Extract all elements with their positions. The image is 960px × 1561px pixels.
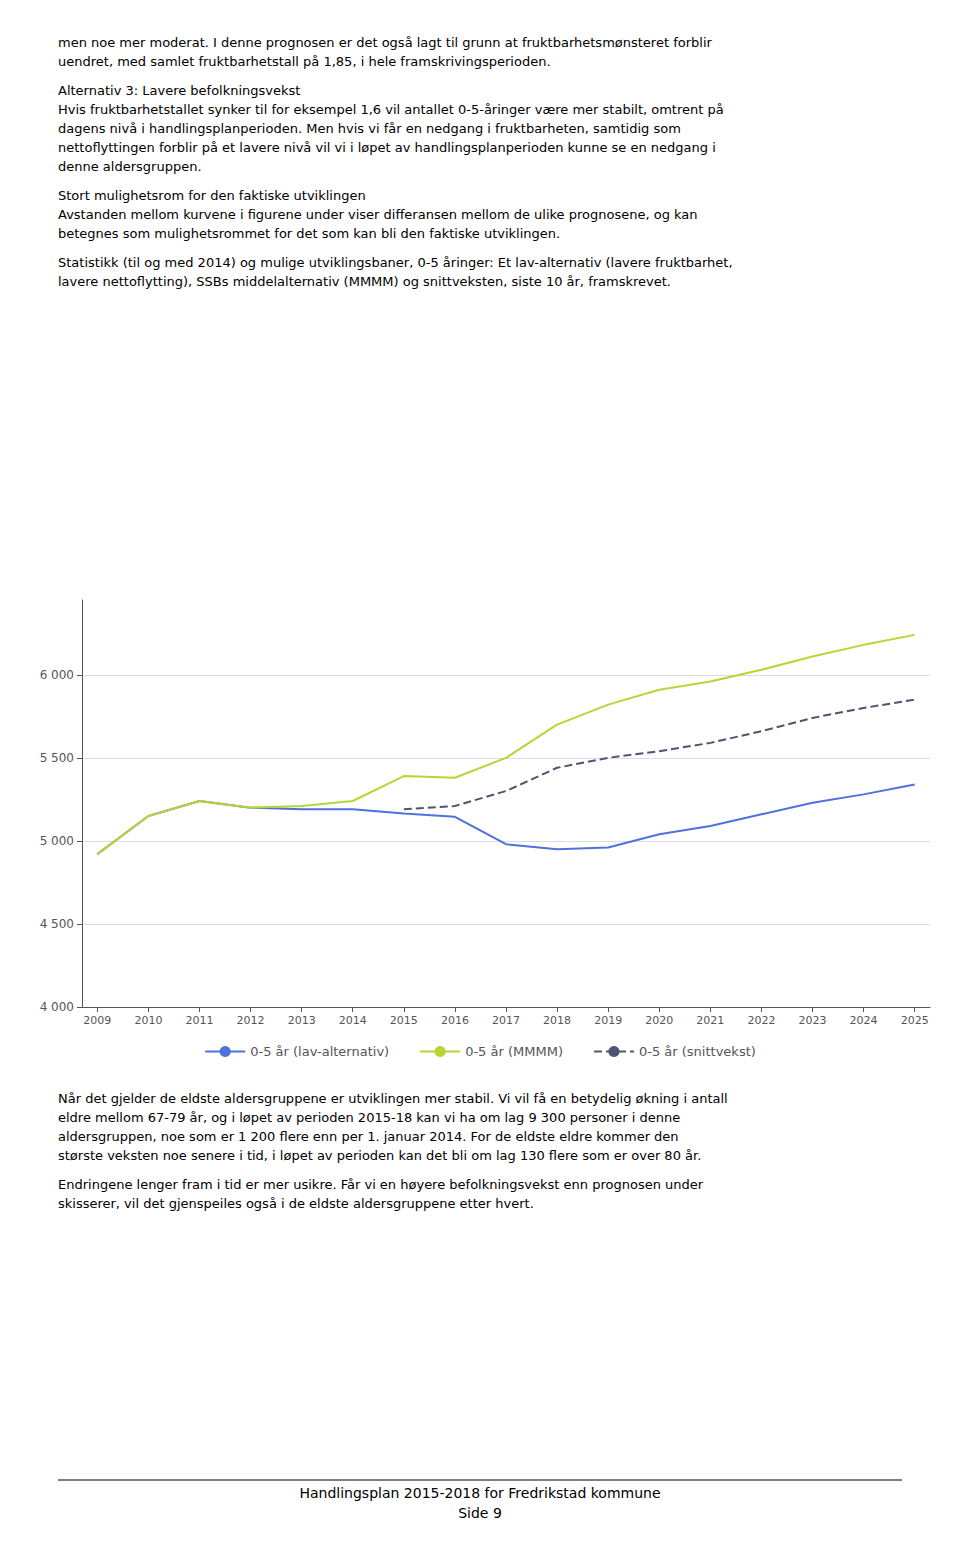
svg-text:Avstanden mellom kurvene i fig: Avstanden mellom kurvene i figurene unde… [58,207,698,222]
svg-text:Alternativ 3: Lavere befolknin: Alternativ 3: Lavere befolkningsvekst [58,83,300,98]
svg-text:2020: 2020 [645,1014,673,1027]
svg-text:2014: 2014 [339,1014,367,1027]
svg-text:aldersgruppen, noe som er 1 20: aldersgruppen, noe som er 1 200 flere en… [58,1129,679,1144]
svg-text:2019: 2019 [594,1014,622,1027]
svg-text:Hvis fruktbarhetstallet synker: Hvis fruktbarhetstallet synker til for e… [58,102,724,117]
svg-text:denne aldersgruppen.: denne aldersgruppen. [58,159,202,174]
svg-text:2021: 2021 [696,1014,724,1027]
svg-text:2010: 2010 [134,1014,162,1027]
svg-text:2025: 2025 [901,1014,929,1027]
svg-text:4 500: 4 500 [40,917,74,931]
svg-text:Handlingsplan 2015-2018 for Fr: Handlingsplan 2015-2018 for Fredrikstad … [299,1485,660,1501]
svg-text:uendret, med samlet fruktbarhe: uendret, med samlet fruktbarhetstall på … [58,54,551,69]
svg-text:2024: 2024 [850,1014,878,1027]
svg-text:2023: 2023 [799,1014,827,1027]
svg-text:2016: 2016 [441,1014,469,1027]
svg-text:eldre mellom 67-79 år, og i lø: eldre mellom 67-79 år, og i løpet av per… [58,1110,680,1125]
svg-text:2011: 2011 [185,1014,213,1027]
svg-text:2017: 2017 [492,1014,520,1027]
svg-text:5 500: 5 500 [40,751,74,765]
svg-text:lavere nettoflytting), SSBs mi: lavere nettoflytting), SSBs middelaltern… [58,274,671,289]
svg-text:Endringene lenger fram i tid e: Endringene lenger fram i tid er mer usik… [58,1177,704,1192]
svg-text:Når det gjelder de eldste alde: Når det gjelder de eldste aldersgruppene… [58,1091,728,1106]
svg-text:2018: 2018 [543,1014,571,1027]
svg-text:største veksten noe senere i t: største veksten noe senere i tid, i løpe… [58,1148,701,1163]
svg-text:2012: 2012 [237,1014,265,1027]
svg-text:Side 9: Side 9 [458,1505,502,1521]
svg-text:dagens nivå i handlingsplanper: dagens nivå i handlingsplanperioden. Men… [58,121,681,136]
svg-text:5 000: 5 000 [40,834,74,848]
svg-text:nettoflyttingen forblir på et: nettoflyttingen forblir på et lavere niv… [58,140,716,155]
svg-text:betegnes som mulighetsrommet f: betegnes som mulighetsrommet for det som… [58,226,560,241]
svg-text:2009: 2009 [83,1014,111,1027]
svg-text:men noe mer moderat. I denne p: men noe mer moderat. I denne prognosen e… [58,35,712,50]
svg-text:6 000: 6 000 [40,668,74,682]
svg-text:2022: 2022 [747,1014,775,1027]
svg-text:0-5 år (snittvekst): 0-5 år (snittvekst) [639,1044,756,1059]
svg-text:skisserer, vil det gjenspeiles: skisserer, vil det gjenspeiles også i de… [58,1196,534,1211]
svg-text:4 000: 4 000 [40,1000,74,1014]
svg-text:2013: 2013 [288,1014,316,1027]
svg-text:2015: 2015 [390,1014,418,1027]
svg-text:0-5 år (MMMM): 0-5 år (MMMM) [465,1044,563,1059]
svg-text:Stort mulighetsrom for den fak: Stort mulighetsrom for den faktiske utvi… [58,188,366,203]
svg-text:Statistikk (til og med 2014) o: Statistikk (til og med 2014) og mulige u… [58,255,733,270]
svg-text:0-5 år (lav-alternativ): 0-5 år (lav-alternativ) [250,1044,389,1059]
